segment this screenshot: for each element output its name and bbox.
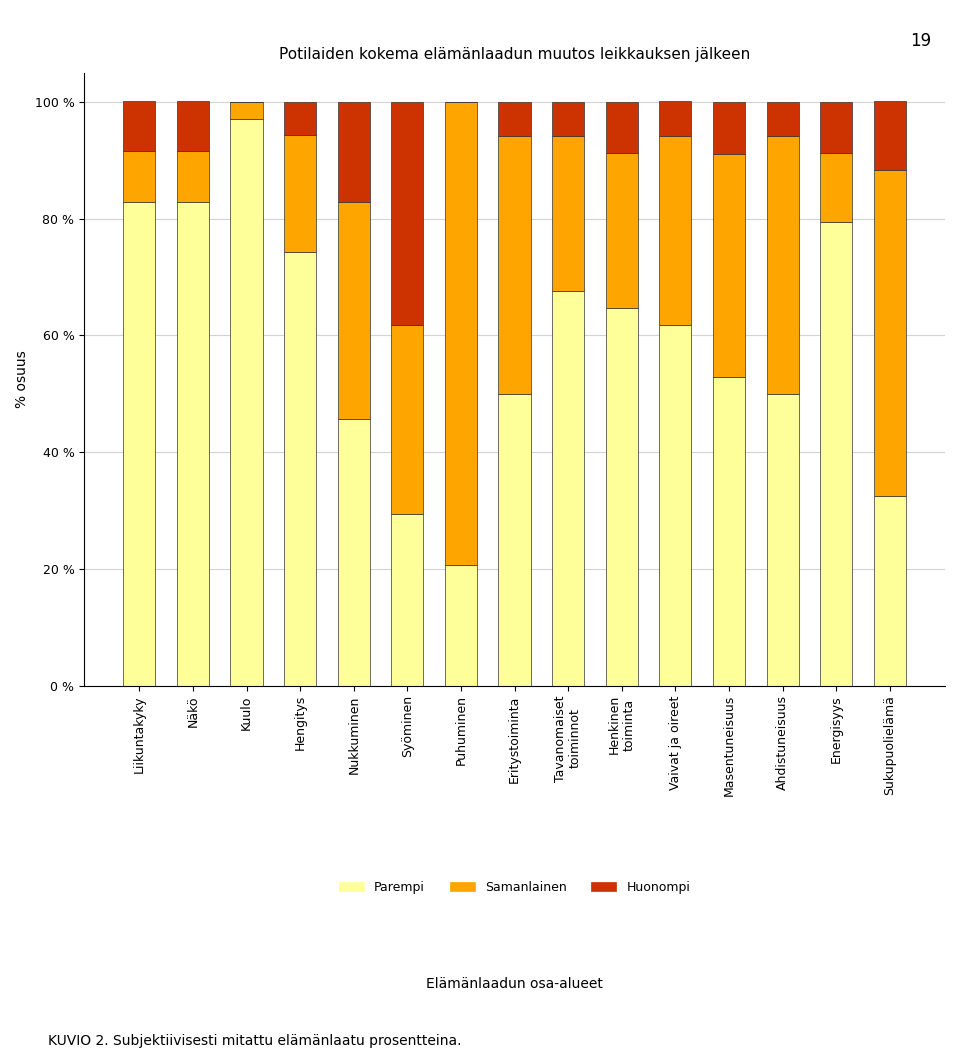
Bar	[498, 137, 531, 394]
Y-axis label: % osuus: % osuus	[15, 351, 29, 408]
Bar	[766, 394, 799, 685]
Bar	[713, 154, 745, 377]
Legend: Parempi, Samanlainen, Huonompi: Parempi, Samanlainen, Huonompi	[334, 876, 695, 899]
Bar	[498, 102, 531, 137]
Bar	[230, 119, 263, 685]
Bar	[338, 103, 370, 202]
Bar	[284, 252, 316, 685]
Bar	[444, 102, 477, 566]
Bar	[177, 151, 209, 201]
Bar	[820, 102, 852, 154]
Bar	[874, 497, 906, 685]
Bar	[606, 308, 637, 685]
Bar	[552, 102, 585, 137]
X-axis label: Elämänlaadun osa-alueet: Elämänlaadun osa-alueet	[426, 977, 603, 991]
Bar	[552, 137, 585, 291]
Bar	[766, 137, 799, 394]
Bar	[123, 102, 156, 151]
Title: Potilaiden kokema elämänlaadun muutos leikkauksen jälkeen: Potilaiden kokema elämänlaadun muutos le…	[279, 47, 750, 61]
Bar	[498, 394, 531, 685]
Bar	[392, 102, 423, 325]
Bar	[177, 102, 209, 151]
Bar	[392, 325, 423, 514]
Bar	[123, 151, 156, 201]
Bar	[177, 201, 209, 685]
Bar	[123, 201, 156, 685]
Bar	[392, 514, 423, 685]
Text: 19: 19	[910, 32, 931, 50]
Bar	[820, 222, 852, 685]
Bar	[284, 102, 316, 136]
Bar	[606, 154, 637, 308]
Bar	[766, 102, 799, 137]
Bar	[444, 566, 477, 685]
Bar	[552, 291, 585, 685]
Bar	[230, 102, 263, 119]
Text: KUVIO 2. Subjektiivisesti mitattu elämänlaatu prosentteina.: KUVIO 2. Subjektiivisesti mitattu elämän…	[48, 1035, 462, 1048]
Bar	[874, 102, 906, 170]
Bar	[820, 154, 852, 222]
Bar	[660, 102, 691, 136]
Bar	[713, 103, 745, 154]
Bar	[606, 102, 637, 154]
Bar	[874, 170, 906, 497]
Bar	[713, 377, 745, 685]
Bar	[338, 202, 370, 418]
Bar	[284, 136, 316, 252]
Bar	[660, 325, 691, 685]
Bar	[338, 418, 370, 685]
Bar	[660, 136, 691, 325]
